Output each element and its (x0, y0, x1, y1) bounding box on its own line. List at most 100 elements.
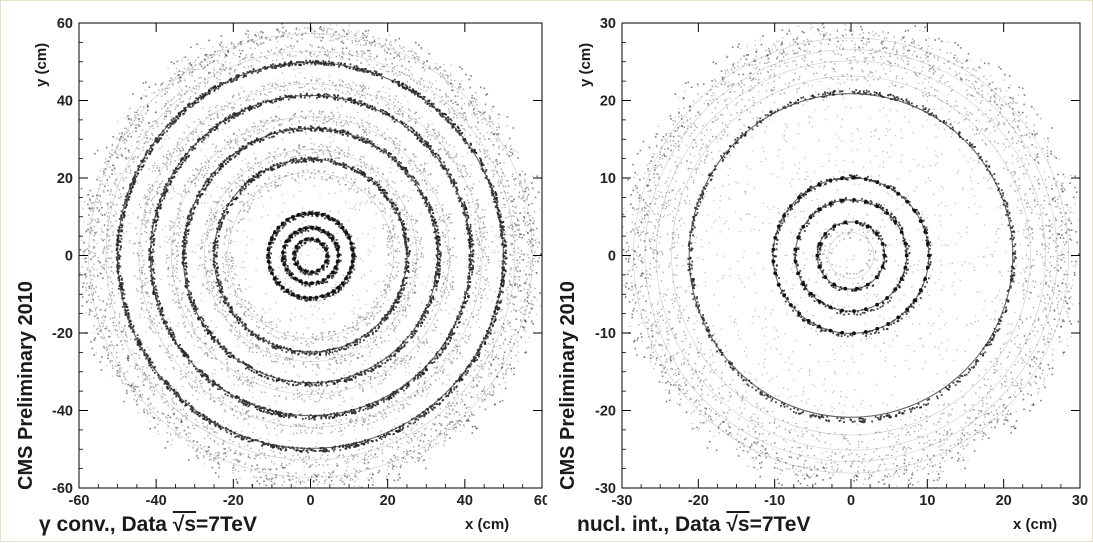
ring-vertex (368, 190, 369, 191)
background-vertex (248, 35, 249, 36)
ring-vertex (248, 176, 249, 177)
ring-vertex (326, 146, 327, 147)
background-vertex (372, 472, 373, 473)
background-vertex (487, 132, 488, 133)
background-vertex (420, 363, 421, 364)
ring-vertex (199, 265, 200, 266)
background-vertex (410, 235, 411, 236)
ring-vertex (416, 240, 417, 241)
background-vertex (511, 329, 512, 330)
background-vertex (271, 197, 272, 198)
ring-vertex (305, 285, 307, 287)
ring-vertex (286, 154, 287, 155)
background-vertex (485, 167, 486, 168)
background-vertex (75, 245, 76, 246)
ring-vertex (209, 289, 210, 290)
ring-vertex (405, 258, 407, 260)
ring-vertex (228, 192, 229, 193)
background-vertex (315, 123, 316, 124)
background-vertex (271, 330, 272, 331)
background-vertex (423, 80, 424, 81)
ring-vertex (354, 344, 356, 346)
background-vertex (433, 259, 434, 260)
background-vertex (202, 350, 203, 351)
background-vertex (302, 87, 303, 88)
ring-vertex (421, 252, 422, 253)
background-vertex (148, 237, 149, 238)
background-vertex (354, 486, 355, 487)
background-vertex (207, 158, 208, 159)
background-vertex (319, 301, 320, 302)
ring-vertex (351, 178, 352, 179)
background-vertex (332, 141, 333, 142)
background-vertex (260, 457, 261, 458)
background-vertex (437, 291, 438, 292)
ring-vertex (436, 289, 438, 291)
background-vertex (445, 229, 446, 230)
ring-vertex (313, 299, 315, 301)
ring-vertex (320, 282, 322, 284)
ring-vertex (298, 147, 299, 148)
ring-vertex (344, 325, 345, 326)
background-vertex (319, 120, 320, 121)
ring-vertex (376, 298, 377, 299)
background-vertex (165, 226, 166, 227)
ring-vertex (360, 316, 361, 317)
background-vertex (527, 199, 528, 200)
ring-vertex (326, 385, 328, 387)
ring-vertex (249, 303, 250, 304)
background-vertex (443, 382, 444, 383)
ring-vertex (285, 259, 287, 261)
background-vertex (357, 112, 358, 113)
background-vertex (300, 72, 301, 73)
background-vertex (241, 267, 242, 268)
background-vertex (179, 246, 180, 247)
ring-vertex (249, 207, 250, 208)
ring-vertex (295, 384, 297, 386)
ring-vertex (243, 218, 244, 219)
background-vertex (295, 486, 296, 487)
background-vertex (195, 69, 196, 70)
background-vertex (500, 311, 501, 312)
background-vertex (424, 164, 425, 165)
ring-vertex (212, 223, 213, 224)
background-vertex (358, 300, 359, 301)
ring-vertex (282, 165, 284, 167)
background-vertex (154, 165, 155, 166)
ring-vertex (336, 239, 338, 241)
ring-vertex (415, 223, 416, 224)
ring-vertex (305, 161, 307, 163)
ring-vertex (186, 278, 188, 280)
background-vertex (491, 252, 492, 253)
background-vertex (399, 340, 400, 341)
background-vertex (113, 348, 114, 349)
ring-vertex (314, 240, 316, 242)
background-vertex (409, 165, 410, 166)
ring-vertex (415, 180, 417, 182)
background-vertex (172, 99, 173, 100)
ring-vertex (393, 229, 394, 230)
background-vertex (322, 251, 323, 252)
ring-vertex (237, 335, 238, 336)
background-vertex (242, 318, 243, 319)
background-vertex (387, 325, 388, 326)
background-vertex (497, 277, 498, 278)
background-vertex (82, 208, 83, 209)
ring-vertex (393, 329, 394, 330)
ring-vertex (359, 341, 361, 343)
ring-vertex (221, 286, 223, 288)
ring-vertex (285, 335, 286, 336)
background-vertex (257, 363, 258, 364)
background-vertex (170, 159, 171, 160)
ring-vertex (305, 179, 306, 180)
background-vertex (299, 91, 300, 92)
ring-vertex (234, 273, 235, 274)
background-vertex (358, 486, 359, 487)
background-vertex (327, 408, 328, 409)
background-vertex (215, 259, 216, 260)
background-vertex (501, 317, 502, 318)
background-vertex (521, 259, 522, 260)
ring-vertex (272, 168, 274, 170)
ring-vertex (193, 300, 195, 302)
ring-vertex (292, 356, 293, 357)
